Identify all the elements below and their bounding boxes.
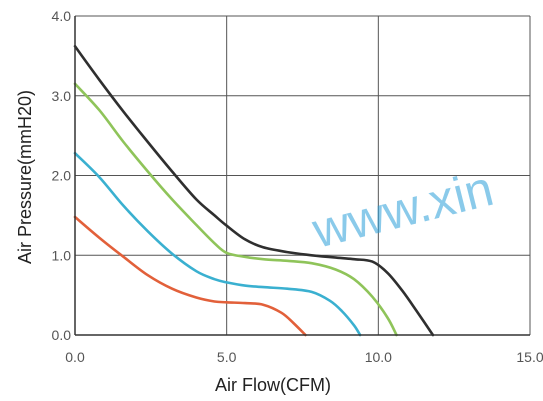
series-lines <box>73 45 435 337</box>
x-tick-label: 5.0 <box>217 349 237 365</box>
x-tick-label: 10.0 <box>365 349 392 365</box>
x-tick-label: 0.0 <box>65 349 85 365</box>
axes <box>74 16 530 336</box>
y-tick-label: 2.0 <box>52 168 72 184</box>
y-tick-label: 1.0 <box>52 247 72 263</box>
y-axis-title: Air Pressure(mmH20) <box>15 90 35 264</box>
tick-labels: 0.0 5.0 10.0 15.0 0.0 1.0 2.0 3.0 4.0 <box>52 8 543 365</box>
x-axis-title: Air Flow(CFM) <box>215 375 331 395</box>
y-tick-label: 3.0 <box>52 88 72 104</box>
x-tick-label: 15.0 <box>516 349 543 365</box>
series-line-2 <box>73 82 398 337</box>
series-line-3 <box>73 151 362 337</box>
series-line-4 <box>73 215 307 337</box>
watermark-text: www.xin <box>306 160 498 259</box>
series-line-1 <box>73 45 435 337</box>
y-tick-label: 0.0 <box>52 327 72 343</box>
y-tick-label: 4.0 <box>52 8 72 24</box>
